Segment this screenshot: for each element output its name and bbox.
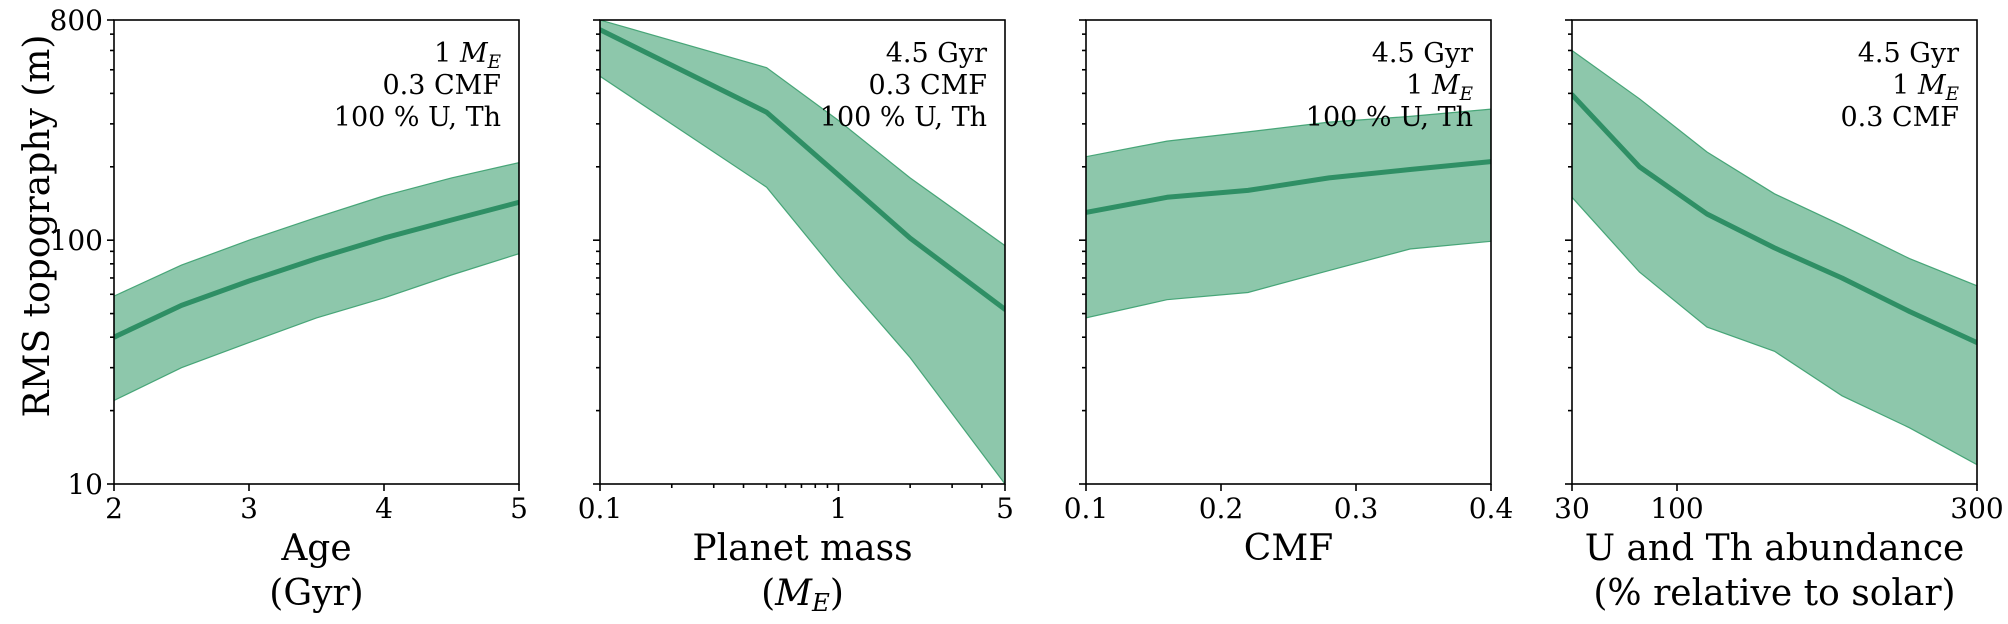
parameter-note: 100 % U, Th: [1306, 102, 1473, 133]
x-tick-label: 0.1: [1064, 492, 1109, 525]
parameter-note: 100 % U, Th: [820, 102, 987, 133]
median-line: [1572, 92, 1977, 346]
y-tick-label: 10: [67, 468, 103, 501]
parameter-note: 1 ME: [1406, 70, 1473, 105]
x-axis-title: Planet mass: [692, 528, 912, 569]
uncertainty-band: [1572, 49, 1977, 466]
x-tick-label: 300: [1950, 492, 2003, 525]
x-tick-label: 5: [510, 492, 528, 525]
x-tick-label: 5: [996, 492, 1014, 525]
x-tick-label: 0.2: [1199, 492, 1244, 525]
y-axis-title: RMS topography (m): [17, 35, 58, 418]
x-tick-label: 30: [1554, 492, 1590, 525]
parameter-note: 0.3 CMF: [1840, 102, 1959, 133]
y-tick-label: 800: [50, 4, 103, 37]
x-axis-title: CMF: [1244, 528, 1333, 569]
parameter-note: 4.5 Gyr: [1858, 38, 1959, 69]
parameter-note: 0.3 CMF: [382, 70, 501, 101]
uncertainty-band: [1086, 108, 1491, 319]
median-line: [1086, 159, 1491, 215]
x-axis-title: (ME): [761, 573, 844, 617]
parameter-note: 4.5 Gyr: [886, 38, 987, 69]
median-line: [600, 27, 1005, 312]
x-axis-title: Age: [280, 528, 351, 569]
parameter-note: 100 % U, Th: [334, 102, 501, 133]
x-tick-label: 0.3: [1334, 492, 1379, 525]
uncertainty-band: [600, 20, 1005, 484]
parameter-note: 1 ME: [1892, 70, 1959, 105]
x-axis-title: U and Th abundance: [1585, 528, 1965, 569]
parameter-note: 1 ME: [434, 38, 501, 73]
x-tick-label: 0.4: [1469, 492, 1514, 525]
y-tick-label: 100: [50, 224, 103, 257]
x-axis-title: (% relative to solar): [1593, 573, 1955, 614]
x-tick-label: 3: [240, 492, 258, 525]
x-tick-label: 1: [829, 492, 847, 525]
x-tick-label: 2: [105, 492, 123, 525]
median-line: [114, 199, 519, 340]
parameter-note: 0.3 CMF: [868, 70, 987, 101]
x-axis-title: (Gyr): [269, 573, 363, 614]
uncertainty-band: [114, 161, 519, 402]
x-tick-label: 100: [1650, 492, 1703, 525]
x-tick-label: 4: [375, 492, 393, 525]
parameter-note: 4.5 Gyr: [1372, 38, 1473, 69]
x-tick-label: 0.1: [578, 492, 623, 525]
